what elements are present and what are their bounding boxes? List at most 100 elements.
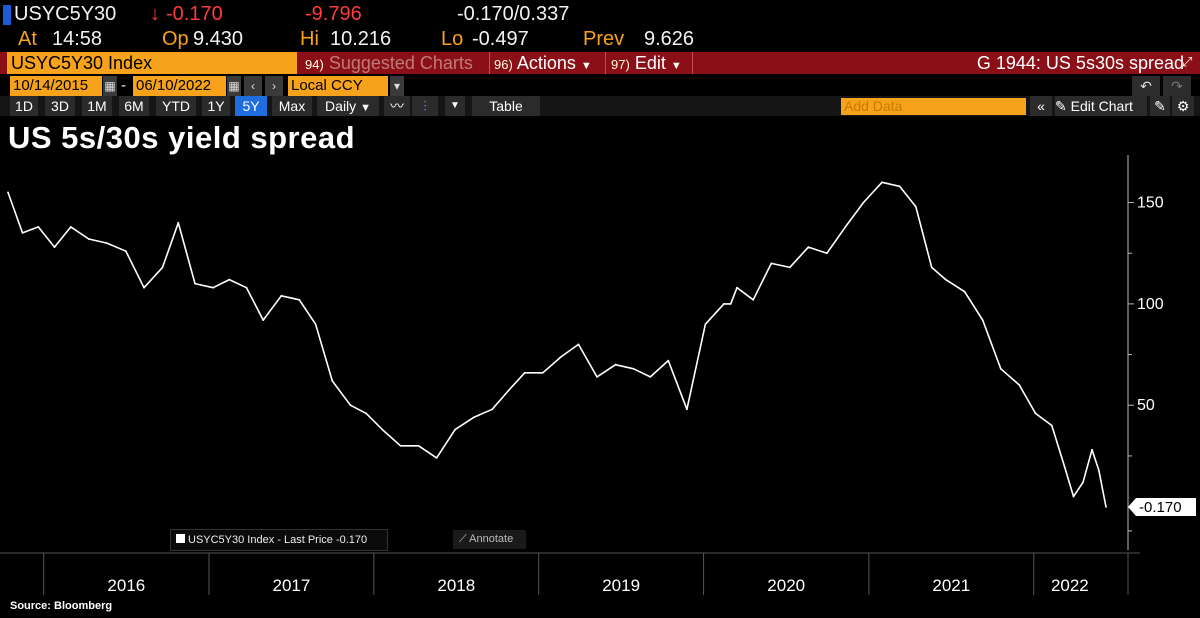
- data-point: [944, 278, 947, 281]
- legend-label: USYC5Y30 Index - Last Price -0.170: [188, 534, 368, 546]
- data-point: [87, 238, 90, 240]
- chart-title: US 5s/30s yield spread: [8, 120, 356, 155]
- data-point: [143, 286, 145, 289]
- data-point: [914, 205, 917, 208]
- data-point: [963, 290, 966, 293]
- open-label: Op: [162, 28, 189, 50]
- annotate-pencil-icon[interactable]: ✎: [1150, 96, 1170, 116]
- expand-icon[interactable]: ⤢: [1182, 54, 1193, 69]
- data-point: [1105, 506, 1107, 508]
- x-tick-label: 2019: [602, 576, 640, 595]
- menu-divider: [489, 52, 490, 74]
- frequency-caret-icon: ▼: [360, 102, 371, 114]
- chart-type-caret-icon[interactable]: ▼: [445, 96, 465, 116]
- data-point: [331, 380, 334, 382]
- data-point: [541, 371, 544, 374]
- actions-num: 96): [494, 57, 513, 72]
- prev-label: Prev: [583, 28, 625, 50]
- annotate-label: Annotate: [469, 533, 514, 545]
- currency-select[interactable]: Local CCY: [288, 76, 388, 96]
- change-arrow-icon: ↓: [150, 3, 160, 25]
- period-ytd[interactable]: YTD: [156, 96, 196, 116]
- line-chart-icon[interactable]: 〰: [384, 96, 410, 116]
- data-point: [770, 262, 773, 265]
- actions-menu[interactable]: 96) Actions ▼: [494, 52, 592, 74]
- data-point: [1050, 424, 1053, 427]
- period-1d[interactable]: 1D: [10, 96, 38, 116]
- start-date-field[interactable]: 10/14/2015: [10, 76, 102, 96]
- suggested-charts-menu[interactable]: 94) Suggested Charts: [305, 52, 473, 74]
- series-line-usyc5y30: [7, 181, 1107, 508]
- data-point: [596, 376, 598, 378]
- data-point: [491, 408, 494, 411]
- redo-icon[interactable]: ↷: [1163, 76, 1191, 96]
- prev-value: 9.626: [644, 28, 695, 50]
- annotate-button[interactable]: ⟋ Annotate: [453, 530, 526, 549]
- period-1m[interactable]: 1M: [82, 96, 112, 116]
- data-point: [1091, 448, 1093, 451]
- x-tick-label: 2017: [273, 576, 311, 595]
- table-button[interactable]: Table: [472, 96, 540, 116]
- y-tick-label: 100: [1137, 296, 1164, 313]
- period-3d[interactable]: 3D: [45, 96, 75, 116]
- bar-style-icon[interactable]: ⫶: [412, 96, 438, 116]
- high-label: Hi: [300, 28, 319, 50]
- add-data-input[interactable]: Add Data: [841, 98, 1026, 115]
- period-5y[interactable]: 5Y: [235, 96, 267, 116]
- data-point: [417, 444, 420, 447]
- data-point: [212, 286, 215, 289]
- data-point: [1097, 469, 1100, 471]
- data-point: [577, 343, 580, 346]
- undo-icon[interactable]: ↶: [1132, 76, 1160, 96]
- bid-ask: -0.170/0.337: [457, 3, 570, 25]
- annotate-icon: ⟋: [459, 533, 467, 545]
- data-point: [69, 226, 72, 228]
- data-point: [1034, 412, 1037, 415]
- date-dash: -: [121, 77, 126, 94]
- high-value: 10.216: [330, 28, 392, 50]
- end-date-field[interactable]: 06/10/2022: [133, 76, 226, 96]
- edit-chart-label: Edit Chart: [1070, 98, 1133, 114]
- prev-range-icon[interactable]: ‹: [244, 76, 262, 96]
- data-point: [365, 412, 368, 415]
- currency-caret-icon[interactable]: ▾: [390, 76, 404, 96]
- chart-marks: [7, 181, 1107, 508]
- data-point: [298, 298, 301, 301]
- data-point: [245, 286, 248, 289]
- data-point: [106, 242, 108, 245]
- edit-chart-button[interactable]: ✎ Edit Chart: [1055, 96, 1147, 116]
- data-point: [844, 226, 847, 228]
- data-point: [862, 201, 865, 204]
- data-point: [435, 457, 438, 459]
- data-point: [999, 367, 1002, 370]
- period-1y[interactable]: 1Y: [202, 96, 230, 116]
- next-range-icon[interactable]: ›: [265, 76, 283, 96]
- data-point: [788, 266, 791, 269]
- calendar-icon[interactable]: ▦: [103, 76, 117, 96]
- data-point: [381, 428, 384, 431]
- security-field[interactable]: USYC5Y30 Index: [7, 52, 297, 74]
- data-point: [686, 408, 688, 411]
- actions-caret-icon: ▼: [580, 60, 592, 72]
- data-point: [280, 294, 283, 297]
- period-6m[interactable]: 6M: [119, 96, 149, 116]
- edit-menu[interactable]: 97) Edit ▼: [611, 52, 682, 74]
- low-label: Lo: [441, 28, 464, 50]
- data-point: [1082, 481, 1084, 484]
- data-point: [614, 363, 617, 366]
- frequency-select[interactable]: Daily ▼: [317, 96, 379, 116]
- security-color-marker: [3, 5, 11, 25]
- data-point: [262, 319, 265, 321]
- frequency-label: Daily: [325, 98, 357, 114]
- command-bar: [0, 52, 1200, 74]
- period-max[interactable]: Max: [272, 96, 312, 116]
- data-point: [898, 185, 901, 188]
- graph-title: G 1944: US 5s30s spread: [976, 53, 1184, 73]
- data-point: [454, 428, 456, 431]
- settings-gear-icon[interactable]: ⚙: [1172, 96, 1194, 116]
- at-time: 14:58: [52, 28, 103, 50]
- calendar-icon[interactable]: ▦: [227, 76, 241, 96]
- data-point: [736, 286, 738, 289]
- collapse-icon[interactable]: «: [1030, 96, 1052, 116]
